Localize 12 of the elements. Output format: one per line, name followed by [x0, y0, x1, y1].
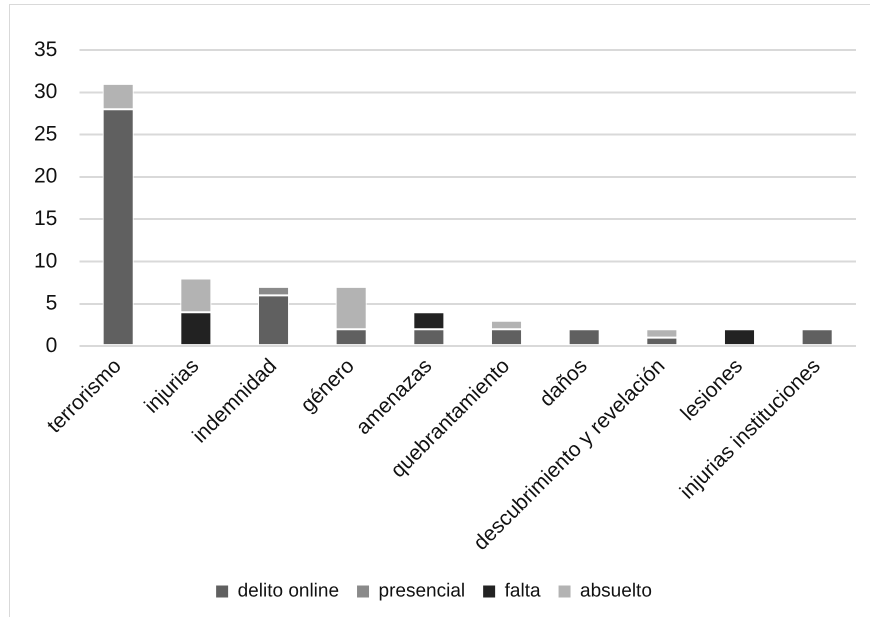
y-tick-label: 5: [46, 292, 58, 315]
y-tick-label: 35: [34, 38, 58, 61]
legend-label: delito online: [238, 580, 340, 602]
y-tick-label: 10: [34, 249, 58, 272]
y-tick-label: 30: [34, 80, 58, 104]
legend-label: absuelto: [580, 580, 652, 602]
y-tick-label: 20: [34, 164, 58, 188]
legend-label: presencial: [378, 580, 466, 602]
y-tick-label: 15: [34, 207, 58, 230]
legend-label: falta: [504, 580, 541, 602]
y-tick-label: 25: [34, 122, 58, 146]
y-tick-label: 0: [46, 334, 58, 357]
